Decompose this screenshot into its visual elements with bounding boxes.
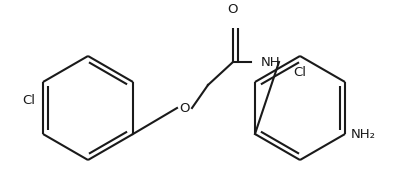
Text: O: O (228, 3, 238, 16)
Text: NH: NH (261, 55, 281, 69)
Text: O: O (180, 101, 190, 115)
Text: NH₂: NH₂ (351, 127, 376, 140)
Text: Cl: Cl (23, 94, 36, 107)
Text: Cl: Cl (293, 66, 307, 79)
